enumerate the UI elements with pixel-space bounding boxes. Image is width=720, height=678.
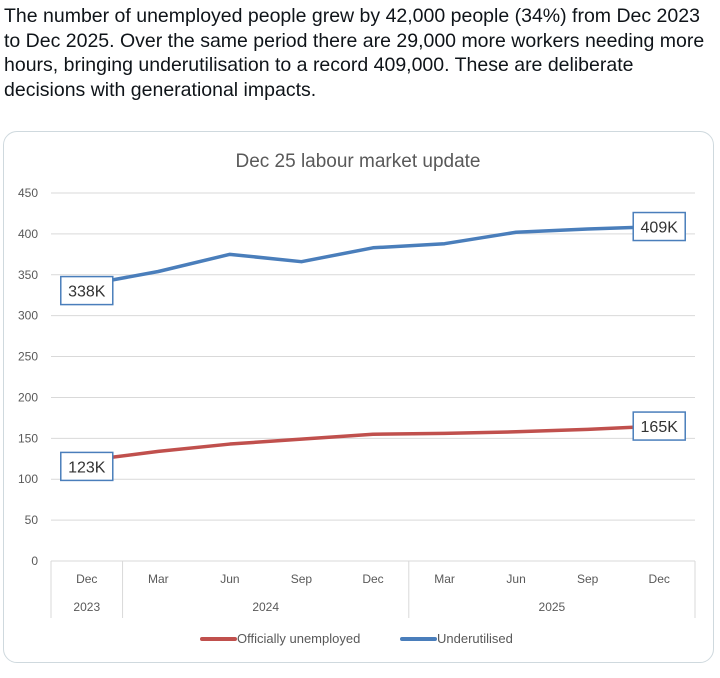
data-label-box — [632, 211, 686, 242]
series-line-0 — [86, 424, 660, 463]
y-tick-label: 350 — [18, 268, 38, 282]
y-tick-label: 300 — [18, 309, 38, 323]
y-tick-label: 50 — [25, 513, 39, 527]
legend-label: Underutilised — [437, 631, 513, 646]
y-tick-label: 200 — [18, 390, 38, 404]
x-tick-label: Dec — [362, 572, 383, 586]
x-tick-label: Mar — [434, 572, 455, 586]
series-line-1 — [86, 224, 660, 287]
x-tick-label: Dec — [76, 572, 97, 586]
x-tick-label: Sep — [577, 572, 599, 586]
y-tick-label: 0 — [31, 554, 38, 568]
chart-title: Dec 25 labour market update — [235, 151, 480, 172]
y-tick-label: 400 — [18, 227, 38, 241]
data-label-box — [60, 451, 114, 482]
data-label: 338K — [68, 284, 106, 301]
x-tick-label: Dec — [649, 572, 670, 586]
data-label-box — [632, 411, 686, 441]
chart-card — [3, 131, 714, 663]
data-label-box — [60, 275, 114, 306]
x-tick-label: Mar — [148, 572, 169, 586]
x-tick-label: Jun — [506, 572, 525, 586]
data-label: 165K — [641, 419, 679, 436]
y-tick-label: 150 — [18, 431, 38, 445]
y-tick-label: 100 — [18, 472, 38, 486]
x-tick-label: Jun — [220, 572, 239, 586]
y-tick-label: 250 — [18, 350, 38, 364]
legend-label: Officially unemployed — [237, 631, 360, 646]
year-label: 2023 — [73, 600, 100, 614]
data-label: 409K — [641, 220, 679, 237]
data-label: 123K — [68, 459, 106, 476]
year-label: 2024 — [252, 600, 279, 614]
y-tick-label: 450 — [18, 186, 38, 200]
x-tick-label: Sep — [291, 572, 313, 586]
tweet-text: The number of unemployed people grew by … — [4, 5, 705, 101]
year-label: 2025 — [539, 600, 566, 614]
